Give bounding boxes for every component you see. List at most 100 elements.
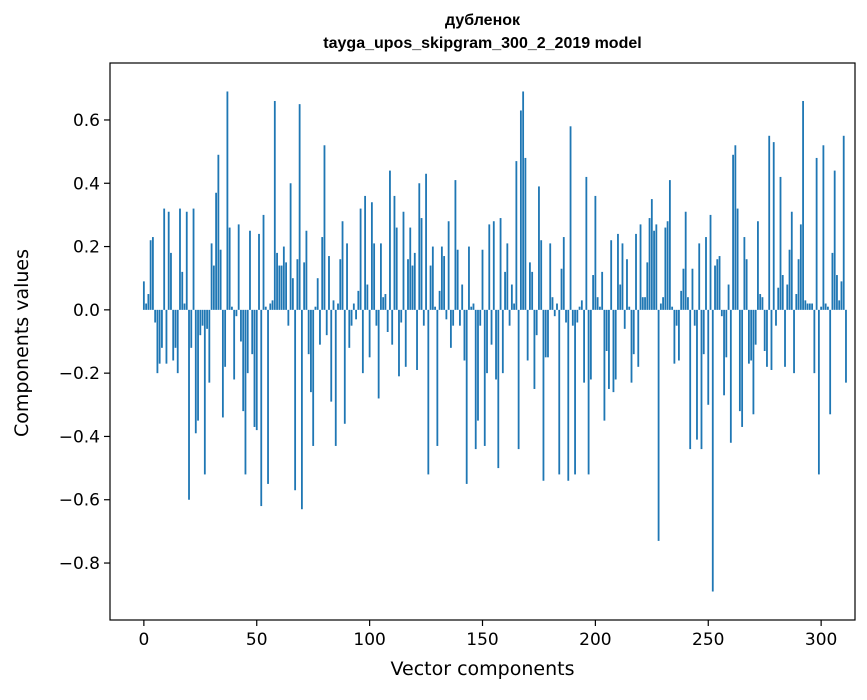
- bar-216: [630, 309, 633, 383]
- bar-288: [793, 309, 795, 374]
- bar-305: [831, 252, 834, 310]
- bar-256: [720, 309, 723, 317]
- bar-274: [761, 297, 764, 310]
- bar-140: [459, 309, 461, 326]
- bar-49: [253, 309, 256, 427]
- bar-139: [456, 249, 459, 310]
- bar-106: [382, 297, 385, 310]
- bar-258: [725, 309, 728, 358]
- bar-37: [226, 91, 229, 310]
- bar-237: [678, 309, 680, 361]
- bar-4: [151, 237, 154, 310]
- bar-187: [565, 309, 567, 323]
- bar-201: [596, 297, 599, 310]
- bar-18: [183, 303, 186, 310]
- bar-80: [323, 145, 326, 310]
- bar-301: [822, 145, 825, 310]
- bar-112: [395, 227, 398, 310]
- bar-19: [185, 211, 188, 310]
- bar-215: [628, 306, 631, 310]
- bar-41: [235, 309, 238, 317]
- bar-16: [179, 208, 181, 310]
- bar-101: [370, 202, 373, 310]
- bar-121: [416, 309, 418, 370]
- bar-6: [156, 309, 159, 374]
- bar-204: [603, 309, 606, 421]
- bar-198: [589, 309, 592, 380]
- bar-195: [583, 309, 585, 383]
- bar-310: [842, 135, 845, 310]
- bar-158: [499, 218, 502, 310]
- bar-242: [689, 309, 692, 450]
- bar-244: [693, 309, 696, 326]
- bar-202: [598, 306, 601, 310]
- bar-223: [646, 262, 649, 310]
- bar-193: [578, 306, 581, 310]
- bar-148: [477, 309, 479, 421]
- bar-243: [691, 268, 694, 310]
- bar-294: [806, 303, 809, 310]
- bar-91: [348, 309, 351, 348]
- axes-frame: [109, 62, 856, 621]
- bar-102: [373, 243, 376, 310]
- bar-282: [779, 176, 782, 310]
- bar-27: [203, 309, 206, 475]
- bar-82: [328, 256, 330, 310]
- bar-24: [197, 309, 199, 421]
- bar-14: [174, 309, 177, 348]
- y-tick-label: 0.4: [73, 174, 100, 194]
- bar-34: [219, 249, 222, 310]
- bar-287: [790, 211, 793, 310]
- bar-60: [278, 265, 281, 310]
- bar-127: [429, 265, 432, 310]
- bar-180: [549, 243, 552, 310]
- bar-151: [483, 309, 486, 446]
- bar-92: [350, 309, 353, 326]
- bar-251: [709, 214, 712, 310]
- bar-203: [601, 271, 604, 310]
- bar-86: [337, 303, 339, 310]
- y-tick-label: 0.0: [73, 301, 100, 321]
- bar-96: [359, 208, 362, 310]
- bar-213: [623, 309, 626, 329]
- bar-179: [547, 309, 549, 358]
- bar-293: [804, 300, 807, 310]
- bar-166: [517, 309, 520, 450]
- bar-144: [468, 246, 470, 310]
- bar-226: [653, 230, 655, 310]
- bar-123: [420, 218, 423, 310]
- bar-44: [242, 309, 245, 412]
- bar-46: [246, 309, 249, 374]
- bar-199: [592, 275, 595, 310]
- bar-153: [488, 224, 491, 310]
- bar-100: [368, 309, 371, 358]
- bar-280: [775, 309, 777, 326]
- bar-5: [154, 309, 157, 323]
- bar-28: [206, 309, 208, 329]
- bar-238: [680, 290, 683, 310]
- bar-131: [438, 290, 441, 310]
- bar-263: [736, 208, 739, 310]
- bar-155: [492, 221, 495, 310]
- x-tick-label: 300: [805, 630, 837, 650]
- bar-281: [777, 287, 780, 310]
- bar-265: [741, 309, 744, 427]
- bar-255: [718, 256, 721, 310]
- bar-95: [357, 290, 360, 310]
- bar-234: [671, 306, 674, 310]
- bar-292: [802, 100, 804, 310]
- bar-109: [389, 170, 391, 310]
- bar-62: [282, 246, 285, 310]
- bar-76: [314, 306, 317, 310]
- bar-69: [298, 104, 301, 310]
- bar-117: [407, 259, 409, 310]
- bar-141: [461, 284, 464, 310]
- bar-103: [375, 309, 378, 326]
- bar-105: [380, 243, 382, 310]
- bar-133: [443, 256, 446, 310]
- bar-296: [811, 303, 814, 310]
- bar-270: [752, 309, 755, 415]
- bar-65: [289, 183, 292, 310]
- y-tick-label: 0.6: [73, 111, 100, 131]
- x-tick-label: 100: [353, 630, 385, 650]
